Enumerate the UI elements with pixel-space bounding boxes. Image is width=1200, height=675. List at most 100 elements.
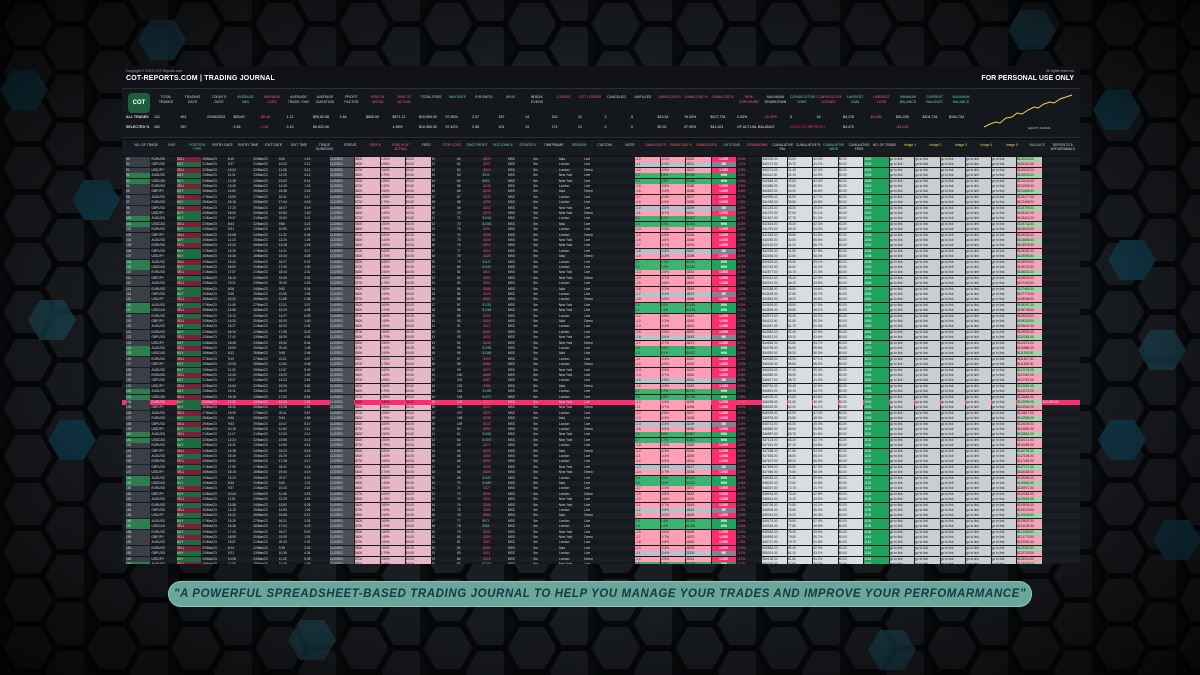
table-row[interactable]: 159 GBPJPY SELL 20/Mar/23 18:50 20/Mar/23 19:3…	[122, 535, 1080, 541]
table-row[interactable]: 161 EURUSD SELL 22/Mar/23 8:14 22/Mar/23 9:36 3…	[122, 545, 1080, 552]
table-row[interactable]: 97 EURUSD BUY 28/Mar/23 16:16 28/Mar/23 17:44 4…	[122, 200, 1080, 206]
table-row[interactable]: 129 EURUSD SELL 20/Mar/23 12:40 20/Mar/23 13:2…	[122, 373, 1080, 379]
table-row[interactable]: 106 GBPUSD BUY 27/Mar/23 13:29 27/Mar/23 14:31…	[122, 248, 1080, 255]
table-cell[interactable]: go to link	[915, 410, 940, 416]
table-cell[interactable]: go to link	[915, 486, 940, 492]
column-header[interactable]: OUTCOME $	[492, 143, 513, 147]
table-row[interactable]: 127 GBPJPY BUY 28/Mar/23 10:26 28/Mar/23 11:54…	[122, 362, 1080, 368]
table-cell[interactable]: go to link	[991, 551, 1017, 557]
table-cell[interactable]: go to link	[991, 275, 1017, 281]
table-cell[interactable]: go to link	[966, 162, 991, 168]
table-cell[interactable]: go to link	[889, 410, 915, 416]
table-cell[interactable]: go to link	[915, 491, 940, 497]
table-cell[interactable]: go to link	[991, 448, 1017, 454]
column-header[interactable]: TRADE DURATION	[315, 143, 333, 151]
table-cell[interactable]: go to link	[915, 378, 940, 384]
table-cell[interactable]: go to link	[889, 351, 915, 357]
table-cell[interactable]: go to link	[966, 335, 991, 341]
table-cell[interactable]: go to link	[966, 270, 991, 276]
table-cell[interactable]: go to link	[966, 475, 991, 481]
table-cell[interactable]: go to link	[915, 313, 940, 319]
table-cell[interactable]: go to link	[915, 481, 940, 487]
table-cell[interactable]: go to link	[940, 319, 966, 325]
table-cell[interactable]: go to link	[991, 437, 1017, 443]
table-cell[interactable]: go to link	[966, 405, 991, 411]
table-row[interactable]: 124 AUDUSD SELL 25/Mar/23 19:55 25/Mar/23 20:4…	[122, 346, 1080, 352]
table-cell[interactable]: go to link	[889, 189, 915, 195]
table-cell[interactable]: go to link	[966, 437, 991, 443]
table-cell[interactable]: go to link	[915, 551, 940, 557]
table-cell[interactable]: go to link	[940, 475, 966, 481]
table-cell[interactable]: go to link	[889, 270, 915, 276]
table-cell[interactable]: go to link	[940, 205, 966, 211]
table-cell[interactable]: go to link	[940, 400, 966, 406]
table-cell[interactable]: go to link	[889, 173, 915, 179]
column-header[interactable]: FEES	[421, 143, 431, 147]
table-row[interactable]: 150 EURUSD SELL 21/Mar/23 9:37 21/Mar/23 10:43…	[122, 486, 1080, 492]
table-cell[interactable]: go to link	[940, 243, 966, 249]
table-cell[interactable]: go to link	[915, 238, 940, 244]
table-cell[interactable]: go to link	[889, 162, 915, 168]
table-cell[interactable]: go to link	[966, 524, 991, 530]
table-cell[interactable]: go to link	[889, 427, 915, 433]
table-cell[interactable]: go to link	[940, 497, 966, 503]
table-cell[interactable]: go to link	[991, 545, 1017, 551]
table-cell[interactable]: go to link	[915, 416, 940, 422]
table-cell[interactable]: go to link	[991, 162, 1017, 168]
table-cell[interactable]: go to link	[991, 513, 1017, 519]
table-cell[interactable]: go to link	[889, 562, 915, 564]
table-row[interactable]: 148 AUDUSD BUY 29/Mar/23 19:23 29/Mar/23 20:37…	[122, 475, 1080, 481]
table-cell[interactable]: go to link	[966, 551, 991, 557]
table-cell[interactable]: go to link	[966, 373, 991, 379]
table-cell[interactable]: go to link	[991, 297, 1017, 303]
table-cell[interactable]: go to link	[915, 556, 940, 562]
table-cell[interactable]: go to link	[940, 556, 966, 562]
table-row[interactable]: 99 USDJPY BUY 20/Mar/23 18:30 20/Mar/23 19:50 1…	[122, 211, 1080, 217]
table-cell[interactable]: go to link	[889, 394, 915, 400]
column-header[interactable]: TIMEFRAME	[543, 143, 564, 147]
table-cell[interactable]: go to link	[889, 232, 915, 238]
column-header[interactable]: SESSION	[571, 143, 587, 147]
table-cell[interactable]: go to link	[991, 556, 1017, 562]
table-cell[interactable]: go to link	[966, 389, 991, 395]
column-header[interactable]: STATUS	[343, 143, 357, 147]
table-cell[interactable]: go to link	[889, 286, 915, 292]
table-cell[interactable]: go to link	[889, 335, 915, 341]
column-header[interactable]: EXIT TIME	[290, 143, 307, 147]
table-cell[interactable]: go to link	[915, 540, 940, 546]
table-cell[interactable]: go to link	[940, 227, 966, 233]
table-cell[interactable]: go to link	[940, 421, 966, 427]
table-cell[interactable]: go to link	[966, 529, 991, 535]
table-cell[interactable]: go to link	[940, 470, 966, 476]
table-row[interactable]: 154 GBPUSD SELL 25/Mar/23 13:15 25/Mar/23 14:5…	[122, 508, 1080, 514]
table-row[interactable]: 111 GBPJPY BUY 22/Mar/23 18:14 22/Mar/23 19:46…	[122, 275, 1080, 282]
table-cell[interactable]: go to link	[991, 562, 1017, 564]
table-cell[interactable]: go to link	[940, 302, 966, 308]
table-cell[interactable]: go to link	[991, 356, 1017, 362]
table-cell[interactable]: go to link	[915, 216, 940, 222]
table-row[interactable]: 140 AUDUSD SELL 21/Mar/23 11:17 21/Mar/23 12:5…	[122, 432, 1080, 438]
table-cell[interactable]: go to link	[940, 297, 966, 303]
table-cell[interactable]: go to link	[915, 373, 940, 379]
table-cell[interactable]: go to link	[991, 497, 1017, 503]
table-cell[interactable]: go to link	[966, 486, 991, 492]
table-cell[interactable]: go to link	[915, 211, 940, 217]
refresh-button[interactable]: CLICK TO REFRESH	[790, 125, 825, 129]
table-cell[interactable]: go to link	[889, 367, 915, 373]
table-cell[interactable]: go to link	[915, 508, 940, 514]
column-header[interactable]: Image 1	[904, 143, 916, 147]
table-cell[interactable]: go to link	[966, 189, 991, 195]
table-row[interactable]: 151 GBPJPY BUY 22/Mar/23 10:44 22/Mar/23 11:46…	[122, 491, 1080, 498]
table-cell[interactable]: go to link	[991, 292, 1017, 298]
table-cell[interactable]: go to link	[889, 362, 915, 368]
table-cell[interactable]: go to link	[991, 313, 1017, 319]
column-header[interactable]: CUMULATIVE FEES	[848, 143, 870, 151]
table-cell[interactable]: go to link	[991, 518, 1017, 524]
table-cell[interactable]: go to link	[991, 259, 1017, 265]
table-cell[interactable]: go to link	[915, 367, 940, 373]
table-cell[interactable]: go to link	[889, 302, 915, 308]
table-cell[interactable]: go to link	[991, 221, 1017, 227]
table-row[interactable]: 158 EURUSD BUY 29/Mar/23 17:43 29/Mar/23 18:27…	[122, 529, 1080, 535]
table-cell[interactable]: go to link	[940, 167, 966, 173]
table-cell[interactable]: go to link	[991, 329, 1017, 335]
